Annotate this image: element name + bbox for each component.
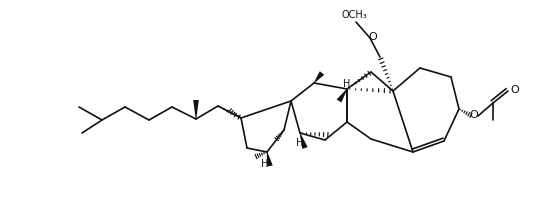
Text: O: O xyxy=(369,32,377,42)
Text: OCH₃: OCH₃ xyxy=(341,10,367,20)
Polygon shape xyxy=(337,89,347,103)
Text: H: H xyxy=(343,79,350,89)
Text: O: O xyxy=(469,110,478,120)
Polygon shape xyxy=(314,71,324,83)
Polygon shape xyxy=(193,100,199,119)
Polygon shape xyxy=(267,152,273,167)
Polygon shape xyxy=(300,133,307,149)
Text: O: O xyxy=(511,85,520,95)
Text: H: H xyxy=(261,159,269,169)
Text: H: H xyxy=(296,138,304,148)
